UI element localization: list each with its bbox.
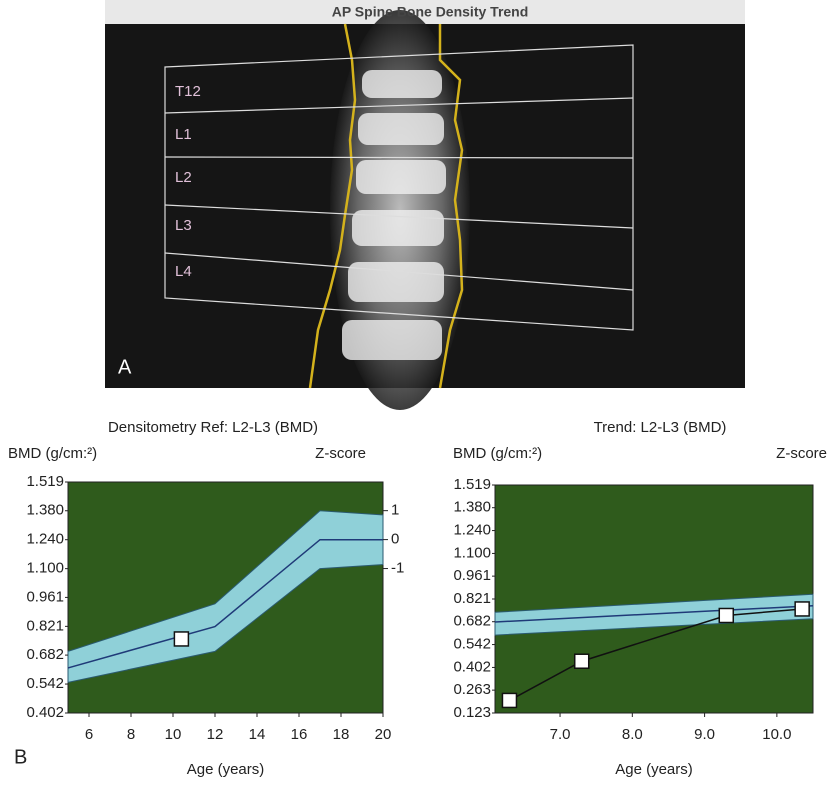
data-point (502, 693, 516, 707)
y2-tick-label: -1 (391, 560, 404, 577)
x-tick-label: 14 (249, 726, 266, 743)
vertebra-label: L4 (175, 263, 192, 280)
y2-axis-label: Z-score (315, 445, 366, 462)
x-tick-label: 12 (207, 726, 224, 743)
y-tick-label: 0.263 (453, 681, 491, 698)
chart-title: Densitometry Ref: L2-L3 (BMD) (108, 419, 318, 436)
y-tick-label: 0.821 (453, 590, 491, 607)
y2-tick-label: 1 (391, 502, 399, 519)
x-axis-label: Age (years) (187, 761, 265, 778)
y-tick-label: 0.542 (26, 675, 64, 692)
y2-axis-label: Z-score (776, 445, 827, 462)
y-tick-label: 1.380 (453, 499, 491, 516)
chart-title: Trend: L2-L3 (BMD) (594, 419, 727, 436)
x-tick-label: 20 (375, 726, 392, 743)
x-tick-label: 6 (85, 726, 93, 743)
page: AP Spine Bone Density Trend T12 L1 L2 L3… (0, 0, 829, 786)
y-tick-label: 0.402 (453, 658, 491, 675)
x-tick-label: 10.0 (762, 726, 791, 743)
y2-tick-label: 0 (391, 531, 399, 548)
data-point (174, 632, 188, 646)
y-tick-label: 1.380 (26, 502, 64, 519)
data-point (719, 608, 733, 622)
y-tick-label: 1.240 (453, 522, 491, 539)
x-axis-label: Age (years) (615, 761, 693, 778)
vertebra-label: T12 (175, 83, 201, 100)
x-tick-label: 8 (127, 726, 135, 743)
vertebra-label: L2 (175, 169, 192, 186)
y-tick-label: 0.402 (26, 704, 64, 721)
x-tick-label: 9.0 (694, 726, 715, 743)
y-tick-label: 0.542 (453, 636, 491, 653)
panel-label: B (14, 746, 27, 768)
y-tick-label: 0.821 (26, 617, 64, 634)
x-tick-label: 18 (333, 726, 350, 743)
y-tick-label: 0.961 (453, 567, 491, 584)
y-axis-label: BMD (g/cm:²) (8, 445, 97, 462)
x-tick-label: 7.0 (550, 726, 571, 743)
y-tick-label: 0.682 (26, 646, 64, 663)
y-tick-label: 1.519 (453, 476, 491, 493)
figure: AP Spine Bone Density Trend T12 L1 L2 L3… (0, 0, 829, 786)
vertebra-label: L1 (175, 126, 192, 143)
x-tick-label: 8.0 (622, 726, 643, 743)
x-tick-label: 10 (165, 726, 182, 743)
image-title: AP Spine Bone Density Trend (332, 4, 529, 20)
panel-label: A (118, 356, 132, 378)
y-tick-label: 0.123 (453, 704, 491, 721)
y-tick-label: 1.519 (26, 473, 64, 490)
y-tick-label: 1.100 (26, 560, 64, 577)
y-tick-label: 0.682 (453, 613, 491, 630)
y-axis-label: BMD (g/cm:²) (453, 445, 542, 462)
vertebra-label: L3 (175, 217, 192, 234)
data-point (575, 654, 589, 668)
x-tick-label: 16 (291, 726, 308, 743)
y-tick-label: 1.240 (26, 531, 64, 548)
y-tick-label: 1.100 (453, 544, 491, 561)
data-point (795, 602, 809, 616)
y-tick-label: 0.961 (26, 588, 64, 605)
